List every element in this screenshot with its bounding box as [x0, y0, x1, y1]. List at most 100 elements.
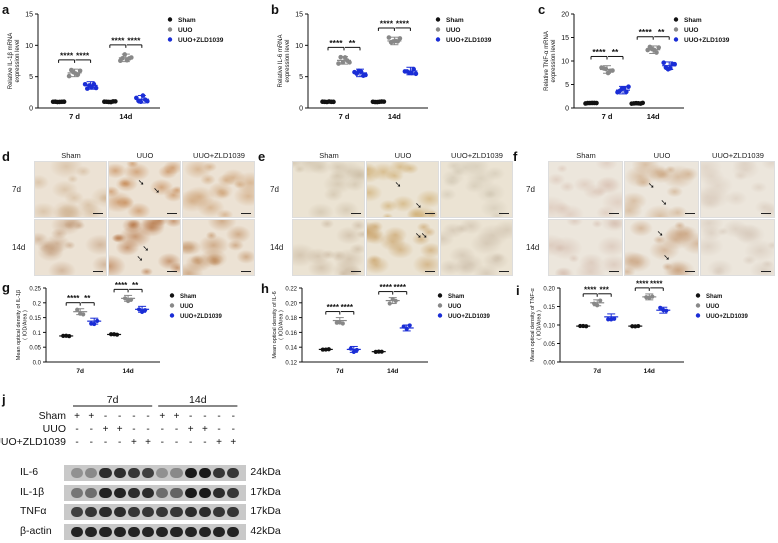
legend-label: UUO+ZLD1039 [684, 37, 730, 44]
micrograph-tile [292, 219, 365, 276]
y-axis-label-line2: ( IOD/Area ) [537, 310, 543, 340]
data-point [650, 294, 655, 299]
y-tick-label: 0 [299, 106, 303, 113]
micrograph-tile [34, 161, 107, 218]
legend-marker [435, 17, 441, 22]
blot-condition-mark: - [232, 424, 235, 435]
y-tick-label: 0.2 [33, 301, 42, 307]
data-point [594, 100, 599, 106]
data-point [656, 45, 661, 50]
blot-condition-mark: - [203, 411, 206, 422]
data-point [654, 50, 659, 55]
scale-bar [167, 271, 177, 272]
data-point [340, 321, 345, 326]
blot-band [213, 468, 226, 478]
blot-condition-mark: - [104, 437, 107, 448]
y-axis-label-line2: ( IOD/Area ) [23, 310, 29, 340]
blot-group-label: 7d [107, 394, 119, 406]
blot-size-label: 24kDa [250, 466, 281, 478]
legend-marker [169, 303, 175, 308]
panel-letter-d: d [2, 149, 10, 164]
y-tick-label: 0 [29, 106, 33, 113]
blot-band [213, 487, 226, 498]
data-point [387, 301, 392, 306]
blot-protein-label: β-actin [20, 524, 52, 537]
blot-strip [64, 523, 247, 540]
arrow-marker-icon: ➘ [142, 244, 150, 254]
scale-bar [351, 271, 361, 272]
arrow-marker-icon: ➘ [663, 253, 670, 263]
scale-bar [761, 213, 771, 214]
blot-band [170, 487, 183, 498]
blot-condition-mark: - [146, 411, 149, 422]
blot-band [184, 487, 197, 498]
legend-label: Sham [706, 294, 722, 300]
scale-bar [609, 213, 619, 214]
micrograph-row-label: 7d [270, 185, 279, 194]
y-axis-label-line2: expression level [285, 39, 291, 82]
data-point [145, 98, 150, 104]
y-tick-label: 0.0 [33, 361, 42, 367]
arrow-marker-icon: ➘ [137, 177, 145, 187]
data-point [136, 307, 142, 312]
data-point [114, 332, 120, 337]
data-point [404, 326, 409, 332]
blot-condition-mark: + [202, 424, 208, 435]
panel-letter-j: j [2, 392, 6, 407]
data-point [138, 99, 144, 105]
y-tick-label: 10 [561, 59, 569, 66]
data-point [67, 334, 72, 339]
legend-label: UUO [706, 304, 720, 310]
data-point [626, 84, 631, 90]
blot-band [227, 526, 240, 537]
data-point [75, 307, 80, 312]
arrow-marker-icon: ➘ [415, 231, 422, 241]
legend-label: Sham [448, 294, 464, 300]
x-category-label: 14d [388, 112, 401, 121]
chart-h-il6-density: 0.12 0.14 0.16 0.18 0.20 0.22 Mean optical den… [272, 283, 491, 375]
micrograph-tile [440, 161, 513, 218]
data-point [636, 323, 641, 329]
data-point [358, 69, 364, 75]
blot-protein-label: IL-6 [20, 466, 39, 478]
data-point [89, 85, 94, 90]
chart-c-tnfa-mrna: 0 5 10 15 20 Relative TNF-α mRNA expression le… [544, 12, 730, 122]
blot-condition-mark: + [117, 424, 123, 435]
arrow-marker-icon: ➘ [420, 231, 428, 241]
scale-bar [609, 271, 619, 272]
blot-strip [64, 465, 247, 481]
legend-marker [673, 17, 679, 22]
y-tick-label: 10 [295, 43, 303, 50]
micrograph-tile: ➘ ➘ [108, 219, 181, 276]
blot-band [71, 507, 84, 517]
y-tick-label: 0.12 [285, 361, 297, 367]
data-point [606, 317, 611, 322]
data-point [142, 308, 148, 313]
data-point [331, 99, 336, 105]
blot-condition-mark: - [175, 437, 178, 448]
sig-label: **** [115, 281, 128, 290]
sig-label: **** [393, 283, 406, 292]
blot-band [113, 487, 126, 498]
blot-band [113, 468, 126, 478]
scale-bar [241, 213, 251, 214]
x-category-label: 7d [336, 368, 344, 375]
blot-band [184, 468, 197, 478]
blot-band [99, 468, 112, 478]
micrograph-row-label: 7d [526, 185, 535, 194]
blot-condition-mark: - [75, 424, 78, 435]
arrow-marker-icon: ➘ [656, 229, 664, 239]
data-point [92, 321, 97, 327]
legend-label: UUO [448, 304, 462, 310]
micrograph-tile: ➘ ➘ [366, 219, 439, 276]
micrograph-tile [440, 219, 513, 276]
legend-marker [435, 27, 441, 32]
micrograph-tile [182, 161, 255, 218]
data-point [122, 296, 128, 301]
scale-bar [499, 271, 509, 272]
sig-label: **** [327, 303, 340, 312]
micrograph-tile [548, 219, 623, 276]
scale-bar [93, 213, 103, 214]
micrograph-column-title: UUO+ZLD1039 [193, 151, 245, 160]
